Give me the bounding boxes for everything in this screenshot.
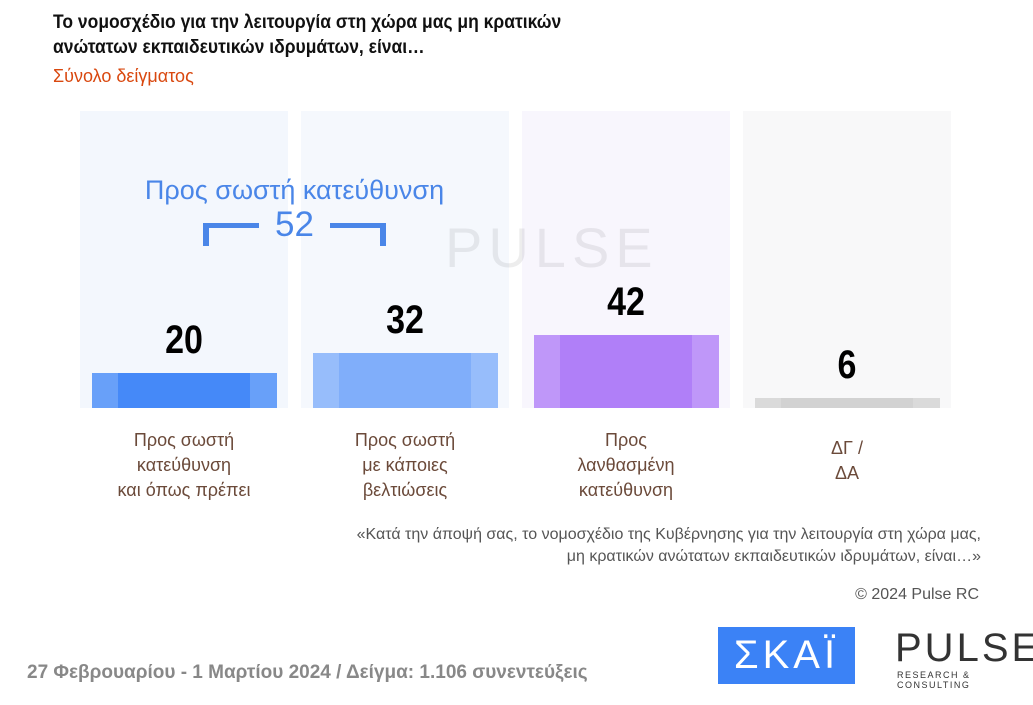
title-line: ανώτατων εκπαιδευτικών ιδρυμάτων, είναι…	[53, 37, 425, 58]
category-line: κατεύθυνση	[578, 480, 674, 500]
category-line: βελτιώσεις	[362, 480, 448, 500]
bar-core	[339, 352, 471, 408]
category-line: ΔΑ	[834, 463, 860, 483]
title-line: Το νομοσχέδιο για την λειτουργία στη χώρ…	[53, 12, 562, 33]
data-label: 42	[607, 280, 645, 325]
category-line: κατεύθυνση	[136, 455, 232, 475]
footer-info: 27 Φεβρουαρίου - 1 Μαρτίου 2024 / Δείγμα…	[27, 662, 588, 683]
bracket-left-icon	[203, 223, 260, 246]
column-background	[743, 111, 951, 408]
question-line: μη κρατικών ανώτατων εκπαιδευτικών ιδρυμ…	[566, 548, 981, 565]
category-line: λανθασμένη	[577, 455, 675, 475]
data-label: 32	[386, 297, 424, 342]
category-line: με κάποιες	[362, 455, 448, 475]
bar	[755, 397, 940, 408]
chart-subtitle: Σύνολο δείγματος	[53, 66, 194, 86]
column-background	[80, 111, 288, 408]
question-text: «Κατά την άποψή σας, το νομοσχέδιο της Κ…	[357, 524, 981, 568]
category-line: Προς	[605, 430, 647, 450]
pulse-watermark: PULSE	[445, 216, 659, 279]
group-value: 52	[80, 205, 509, 246]
category-label: ΔΓ / ΔΑ	[743, 436, 951, 486]
bar	[313, 352, 498, 408]
pulse-logo-tagline: RESEARCH & CONSULTING	[897, 670, 971, 690]
category-label: Προς σωστή με κάποιες βελτιώσεις	[301, 428, 509, 503]
bar-core	[781, 397, 913, 408]
data-label: 6	[837, 342, 857, 387]
bracket-right-icon	[329, 223, 386, 246]
copyright: © 2024 Pulse RC	[855, 586, 979, 603]
category-label: Προς σωστή κατεύθυνση και όπως πρέπει	[80, 428, 288, 503]
question-line: «Κατά την άποψή σας, το νομοσχέδιο της Κ…	[356, 526, 981, 543]
category-label: Προς λανθασμένη κατεύθυνση	[522, 428, 730, 503]
category-line: Προς σωστή	[354, 430, 456, 450]
category-line: Προς σωστή	[133, 430, 235, 450]
category-line: και όπως πρέπει	[117, 480, 251, 500]
skai-logo: ΣΚΑΪ	[718, 627, 855, 684]
category-line: ΔΓ /	[831, 438, 863, 458]
bar-core	[118, 373, 250, 408]
data-label: 20	[165, 318, 203, 363]
bar	[92, 373, 277, 408]
chart-title: Το νομοσχέδιο για την λειτουργία στη χώρ…	[53, 10, 561, 60]
bar	[534, 335, 719, 408]
group-total: 52	[275, 205, 314, 244]
bar-core	[560, 335, 692, 408]
pulse-logo: PULSE	[895, 626, 1033, 670]
group-label: Προς σωστή κατεύθυνση	[144, 175, 445, 205]
